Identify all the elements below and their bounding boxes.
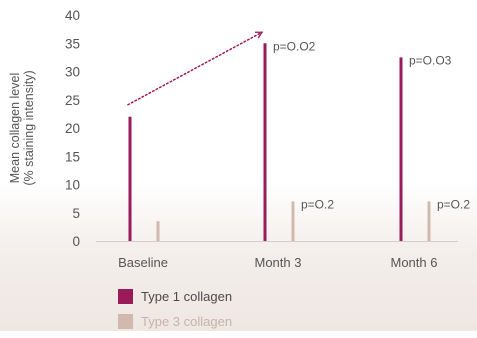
y-axis-title-line-0: Mean collagen level xyxy=(8,73,22,184)
p-value-annotation: p=O.2 xyxy=(301,197,334,211)
legend-swatch-type1 xyxy=(118,288,133,304)
legend-label-type1: Type 1 collagen xyxy=(141,288,233,304)
legend-item-type1: Type 1 collagen xyxy=(118,288,232,304)
y-tick-label: 30 xyxy=(65,65,80,80)
bar-type1-month-6 xyxy=(399,57,403,241)
y-tick-label: 25 xyxy=(65,93,80,108)
bar-type3-month-6 xyxy=(427,201,431,241)
bar-type3-month-3 xyxy=(291,201,295,241)
legend: Type 1 collagen Type 3 collagen xyxy=(118,288,232,338)
y-tick-label: 15 xyxy=(65,149,80,164)
y-tick-label: 10 xyxy=(65,178,80,193)
bar-type1-baseline xyxy=(128,116,132,241)
x-tick-label: Month 6 xyxy=(391,255,438,270)
collagen-chart: Mean collagen level (% staining intensity… xyxy=(8,8,470,270)
legend-label-type3: Type 3 collagen xyxy=(141,313,233,329)
p-value-annotation: p=O.O3 xyxy=(409,53,452,67)
chart-svg: Mean collagen level (% staining intensity… xyxy=(8,8,470,270)
legend-swatch-type3 xyxy=(118,313,133,329)
y-axis-title-line-1: (% staining intensity) xyxy=(22,70,36,185)
trend-arrow-head xyxy=(254,31,264,39)
trend-arrow-line xyxy=(127,31,263,106)
y-tick-label: 0 xyxy=(72,234,80,249)
legend-item-type3: Type 3 collagen xyxy=(118,313,232,329)
y-tick-label: 5 xyxy=(72,206,80,221)
bar-type1-month-3 xyxy=(263,43,267,241)
p-value-annotation: p=O.O2 xyxy=(273,39,316,53)
y-tick-label: 40 xyxy=(65,8,80,23)
bar-type3-baseline xyxy=(156,221,160,241)
y-tick-label: 20 xyxy=(65,121,80,136)
x-tick-label: Month 3 xyxy=(255,255,302,270)
p-value-annotation: p=O.2 xyxy=(437,197,470,211)
x-tick-label: Baseline xyxy=(118,255,168,270)
y-tick-label: 35 xyxy=(65,36,80,51)
